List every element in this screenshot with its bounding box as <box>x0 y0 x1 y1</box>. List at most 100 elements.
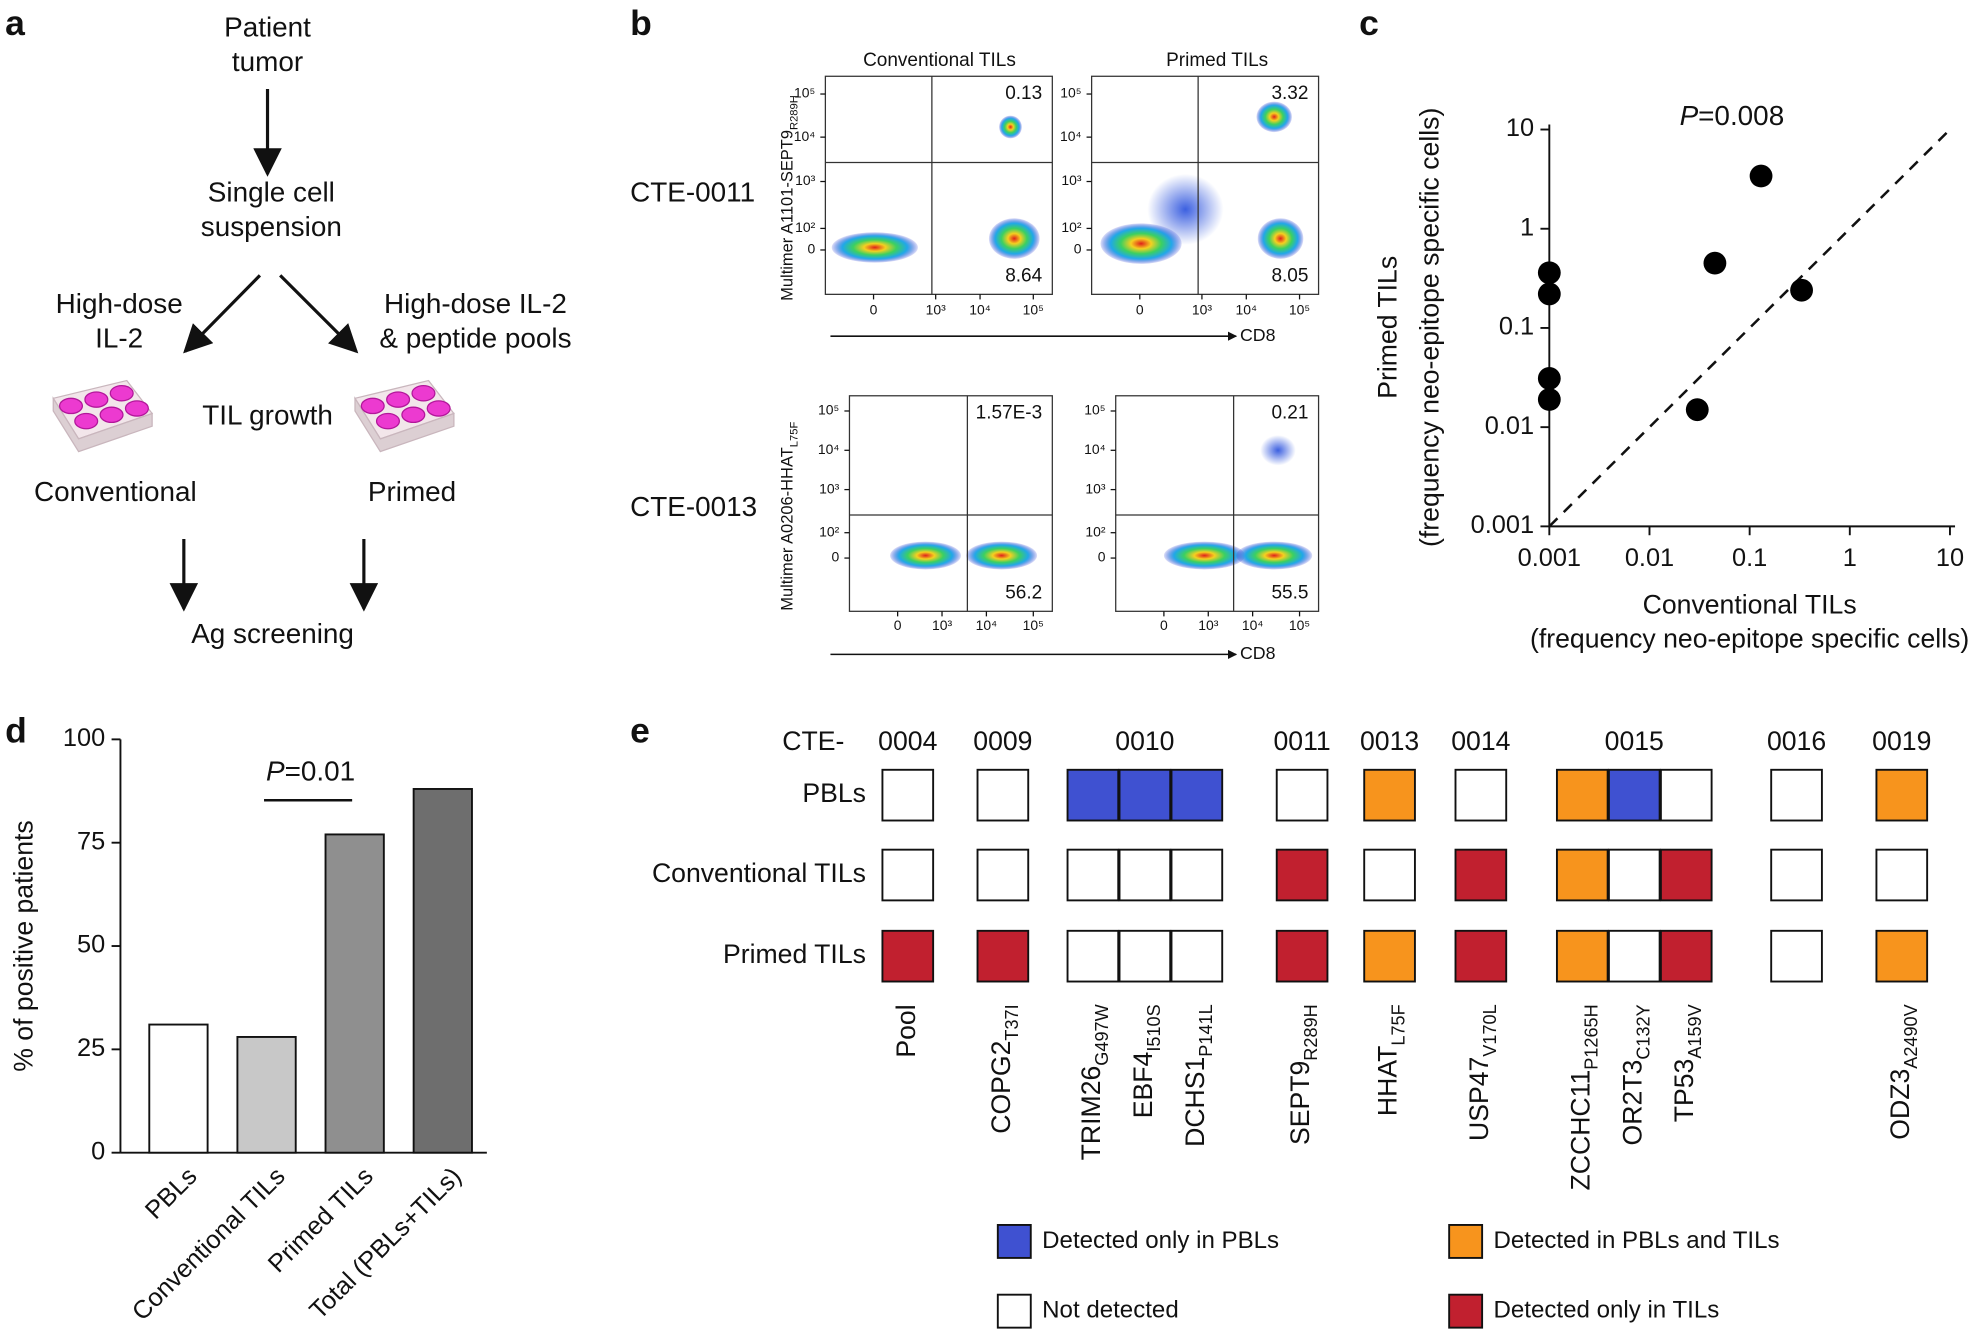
point <box>1749 164 1773 188</box>
column-label-main: COPG2 <box>986 1041 1016 1134</box>
density <box>1257 218 1304 259</box>
point <box>1537 366 1561 390</box>
column-label-sub: L75F <box>1388 1004 1408 1045</box>
cell <box>1170 929 1224 983</box>
density <box>831 232 918 263</box>
panel-label: b <box>630 3 652 43</box>
x-tick-label: Conventional TILs <box>127 1162 291 1326</box>
group-label: 0010 <box>1115 726 1174 756</box>
group-label: 0019 <box>1872 726 1931 756</box>
point <box>1790 278 1813 302</box>
annotation-italic: P <box>1680 100 1699 131</box>
y-axis-label: % of positive patients <box>8 820 38 1071</box>
column-label: TP53A159V <box>1669 1004 1705 1122</box>
group-label: 0013 <box>1360 726 1419 756</box>
well <box>84 391 109 408</box>
column-label-sub: I510S <box>1144 1004 1164 1051</box>
x-tick-label: 0.1 <box>1732 544 1767 572</box>
cell <box>976 929 1030 983</box>
density-plot <box>1100 101 1304 264</box>
column-label-sub: T37I <box>1002 1004 1022 1040</box>
density-plot <box>1163 435 1313 570</box>
y-axis-label: Primed TILs <box>1373 256 1403 399</box>
group-label: 0011 <box>1273 726 1330 756</box>
x-axis-label: CD8 <box>1240 325 1276 345</box>
y-tick-label: 0 <box>807 241 815 257</box>
column-label-main: Pool <box>891 1004 921 1057</box>
y-axis-label-main: Multimer A1101-SEPT9 <box>779 130 797 301</box>
cell <box>1170 768 1224 822</box>
x-axis-label: Conventional TILs <box>1643 589 1857 619</box>
well <box>99 406 124 424</box>
x-tick-label: 10⁵ <box>1289 617 1310 633</box>
well <box>386 391 411 408</box>
density-plot <box>831 115 1040 263</box>
x-axis-label: CD8 <box>1240 643 1276 663</box>
annotation: P=0.008 <box>1680 100 1785 131</box>
y-tick-label: 10⁵ <box>818 402 839 418</box>
node-text: TIL growth <box>202 400 333 431</box>
column-label-main: ODZ3 <box>1885 1069 1915 1140</box>
x-tick-label: 10⁴ <box>1236 302 1258 318</box>
column-label-main: OR2T3 <box>1617 1060 1647 1146</box>
bar <box>324 833 385 1154</box>
well <box>124 400 149 417</box>
cell <box>1118 848 1172 902</box>
x-tick-label: 10⁴ <box>1242 617 1264 633</box>
y-tick-label: 10² <box>1085 523 1106 539</box>
column-label: ZCCHC11P1265H <box>1565 1004 1601 1190</box>
row-label: PBLs <box>802 778 866 808</box>
cell <box>881 929 935 983</box>
x-tick-label: 10³ <box>932 617 953 633</box>
column-label-sub: V170L <box>1480 1004 1500 1056</box>
cell <box>1275 929 1329 983</box>
y-tick-label: 10⁵ <box>1084 402 1105 418</box>
column-label: USP47V170L <box>1464 1004 1500 1141</box>
cell <box>1659 768 1713 822</box>
quadrant-value: 56.2 <box>1005 583 1042 604</box>
y-tick-label: 10⁴ <box>1060 128 1082 144</box>
well <box>74 412 99 430</box>
y-tick-label: 10 <box>1506 114 1534 142</box>
plot-frame <box>1115 395 1320 612</box>
legend-swatch <box>996 1224 1032 1259</box>
node-text: High-dose <box>56 288 183 319</box>
x-tick-label: 10³ <box>926 302 947 318</box>
column-label-sub: A2490V <box>1901 1004 1921 1068</box>
cell <box>1607 848 1661 902</box>
annotation: P=0.01 <box>266 756 355 787</box>
cell <box>1454 848 1508 902</box>
well <box>401 406 426 424</box>
x-tick-label: 10⁵ <box>1023 302 1044 318</box>
y-tick-label: 10⁴ <box>1084 441 1106 457</box>
group-label: 0004 <box>878 726 937 756</box>
density <box>1260 435 1296 466</box>
y-tick-label: 10² <box>819 523 840 539</box>
y-tick-label: 10² <box>1061 219 1082 235</box>
density-plot <box>890 541 1038 570</box>
cell <box>976 848 1030 902</box>
well <box>58 397 84 415</box>
bar <box>236 1036 297 1154</box>
x-tick-label: 0 <box>870 302 878 318</box>
bar <box>412 788 473 1154</box>
y-tick-label: 50 <box>77 931 105 959</box>
identity-line <box>1548 128 1951 528</box>
cell <box>1363 848 1416 902</box>
cell <box>881 848 935 902</box>
panel-label: d <box>5 710 27 750</box>
bar <box>148 1023 209 1154</box>
y-tick-label: 25 <box>77 1034 105 1062</box>
legend-label: Detected only in TILs <box>1494 1297 1720 1324</box>
group-label: 0009 <box>973 726 1032 756</box>
arrow <box>183 274 262 354</box>
quadrant-value: 8.05 <box>1271 266 1308 287</box>
column-label-sub: P141L <box>1196 1004 1216 1056</box>
cell <box>1659 929 1713 983</box>
x-tick-label: 1 <box>1843 544 1857 572</box>
culture-plate <box>353 379 455 453</box>
column-label-sub: P1265H <box>1581 1004 1601 1069</box>
density <box>890 541 962 570</box>
column-label: OR2T3C132Y <box>1617 1004 1653 1145</box>
y-tick-label: 1 <box>1520 213 1534 241</box>
